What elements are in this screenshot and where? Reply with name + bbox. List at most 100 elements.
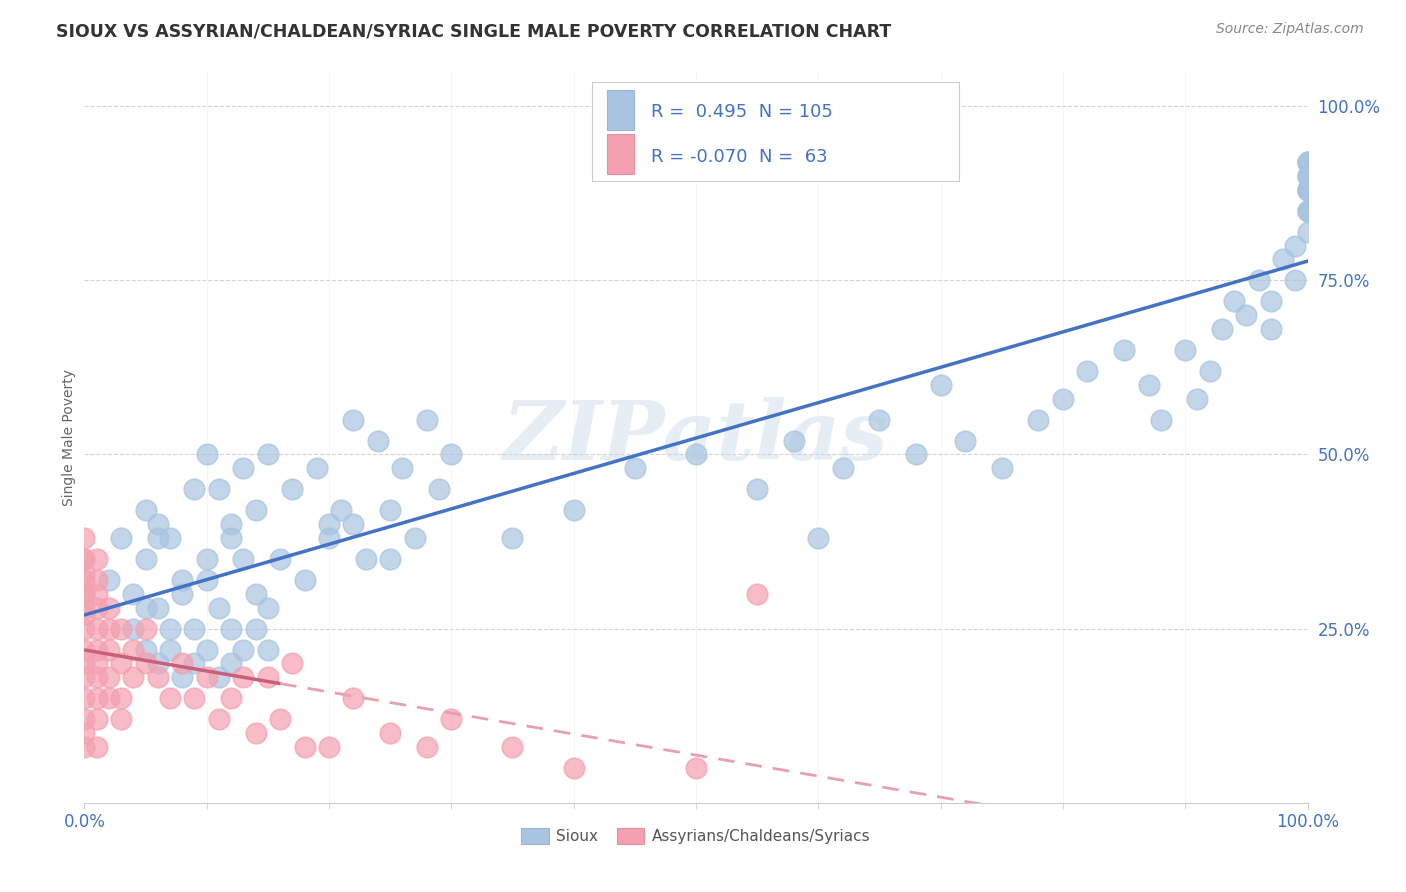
Point [86, 587, 108, 601]
Point [219, 517, 242, 532]
Text: R =  0.495  N = 105: R = 0.495 N = 105 [651, 103, 832, 120]
Point [183, 657, 205, 671]
Point [86, 657, 108, 671]
Point [73, 691, 96, 706]
Point [1284, 238, 1306, 252]
Point [146, 670, 169, 684]
Point [257, 642, 280, 657]
Point [110, 712, 132, 726]
Point [183, 483, 205, 497]
Text: Source: ZipAtlas.com: Source: ZipAtlas.com [1216, 22, 1364, 37]
Point [1296, 183, 1319, 197]
Point [685, 761, 707, 775]
Point [183, 622, 205, 636]
Point [1296, 203, 1319, 218]
Point [172, 670, 194, 684]
Point [685, 448, 707, 462]
Point [97, 573, 120, 587]
Point [342, 691, 364, 706]
Point [929, 377, 952, 392]
Point [73, 740, 96, 755]
Point [219, 691, 242, 706]
Point [97, 691, 120, 706]
Point [1028, 412, 1050, 426]
Y-axis label: Single Male Poverty: Single Male Poverty [62, 368, 76, 506]
Point [122, 587, 145, 601]
Point [146, 531, 169, 545]
Point [73, 712, 96, 726]
Point [97, 642, 120, 657]
Point [1272, 252, 1295, 267]
Point [110, 622, 132, 636]
Point [342, 412, 364, 426]
Point [330, 503, 353, 517]
Point [1137, 377, 1160, 392]
Point [831, 461, 853, 475]
Point [257, 448, 280, 462]
Point [380, 552, 402, 566]
Point [86, 740, 108, 755]
Point [624, 461, 647, 475]
Point [991, 461, 1014, 475]
Point [281, 657, 304, 671]
Point [869, 412, 891, 426]
Point [73, 726, 96, 740]
Point [86, 712, 108, 726]
Point [1247, 273, 1270, 287]
Point [342, 517, 364, 532]
Point [86, 691, 108, 706]
Point [562, 503, 585, 517]
Point [354, 552, 377, 566]
Point [73, 600, 96, 615]
Point [245, 587, 267, 601]
Point [195, 573, 218, 587]
Point [380, 726, 402, 740]
Point [135, 622, 157, 636]
Point [404, 531, 426, 545]
Point [380, 503, 402, 517]
Point [1198, 364, 1220, 378]
Text: R = -0.070  N =  63: R = -0.070 N = 63 [651, 148, 827, 166]
Point [502, 740, 524, 755]
Point [208, 600, 231, 615]
Point [208, 483, 231, 497]
Legend: Sioux, Assyrians/Chaldeans/Syriacs: Sioux, Assyrians/Chaldeans/Syriacs [515, 822, 877, 850]
Point [232, 642, 254, 657]
Point [232, 461, 254, 475]
Point [1296, 169, 1319, 183]
Point [135, 503, 157, 517]
Point [73, 573, 96, 587]
Point [1114, 343, 1136, 357]
Point [73, 607, 96, 622]
Point [135, 657, 157, 671]
Point [245, 503, 267, 517]
FancyBboxPatch shape [592, 82, 959, 181]
Point [257, 600, 280, 615]
Point [122, 670, 145, 684]
Point [257, 670, 280, 684]
Point [1296, 169, 1319, 183]
Point [1296, 203, 1319, 218]
Point [245, 726, 267, 740]
Point [86, 642, 108, 657]
Point [294, 573, 316, 587]
Point [110, 657, 132, 671]
Point [1260, 322, 1282, 336]
Point [73, 657, 96, 671]
Point [1284, 273, 1306, 287]
Point [195, 670, 218, 684]
Point [122, 622, 145, 636]
Point [135, 600, 157, 615]
Point [73, 566, 96, 580]
Point [562, 761, 585, 775]
Point [110, 531, 132, 545]
Point [232, 670, 254, 684]
Point [86, 600, 108, 615]
Point [391, 461, 413, 475]
Point [427, 483, 450, 497]
Point [146, 657, 169, 671]
Point [318, 531, 340, 545]
Point [1296, 183, 1319, 197]
Point [195, 448, 218, 462]
Point [73, 670, 96, 684]
